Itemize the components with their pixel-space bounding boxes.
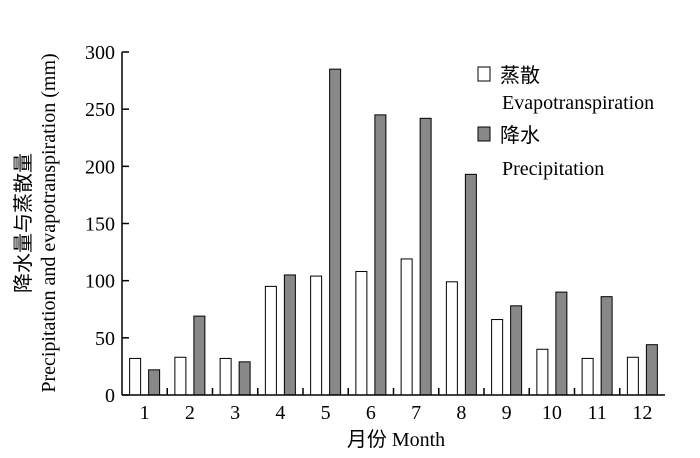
x-tick-label-11: 11	[587, 402, 606, 424]
y-axis: 0 50 100 150 200 250 300	[85, 42, 129, 407]
bar-evapotranspiration-2	[174, 356, 187, 396]
bar-evapotranspiration-5	[310, 275, 323, 396]
legend: 蒸散 Evapotranspiration 降水 Precipitation	[477, 64, 654, 180]
bar-precipitation-8	[464, 173, 477, 396]
bar-evapotranspiration-1	[129, 357, 142, 396]
x-tick-label-7: 7	[411, 402, 421, 424]
bar-precipitation-1	[148, 369, 161, 396]
x-tick-label-8: 8	[456, 402, 466, 424]
legend-swatch-evapotranspiration	[477, 66, 491, 82]
bar-precipitation-5	[329, 68, 342, 396]
y-tick-label-150: 150	[85, 214, 115, 236]
x-tick-label-3: 3	[230, 402, 240, 424]
bar-precipitation-9	[510, 305, 523, 396]
y-tick-label-50: 50	[95, 328, 115, 350]
bar-precipitation-2	[193, 315, 206, 396]
plot-area	[129, 68, 658, 396]
y-tick-label-250: 250	[85, 99, 115, 121]
bar-precipitation-7	[419, 117, 432, 396]
bar-evapotranspiration-8	[445, 281, 458, 396]
bar-precipitation-10	[555, 291, 568, 396]
bar-precipitation-4	[283, 274, 296, 396]
x-tick-label-6: 6	[366, 402, 376, 424]
bar-evapotranspiration-12	[626, 356, 639, 396]
bar-evapotranspiration-3	[219, 357, 232, 396]
y-tick-label-300: 300	[85, 42, 115, 64]
x-tick-label-4: 4	[275, 402, 285, 424]
bar-evapotranspiration-4	[264, 285, 277, 396]
y-tick-label-100: 100	[85, 271, 115, 293]
legend-label-evapotranspiration-en: Evapotranspiration	[502, 92, 654, 114]
legend-label-evapotranspiration-zh: 蒸散	[500, 64, 540, 87]
x-tick-label-5: 5	[321, 402, 331, 424]
legend-swatch-precipitation	[477, 126, 491, 142]
x-tick-label-1: 1	[140, 402, 150, 424]
bar-evapotranspiration-7	[400, 258, 413, 396]
x-tick-label-2: 2	[185, 402, 195, 424]
y-axis-label-en: Precipitation and evapotranspiration (mm…	[38, 53, 60, 392]
x-axis: 1 2 3 4 5 6 7 8 9 10 11 12	[122, 388, 665, 424]
bar-evapotranspiration-9	[491, 319, 504, 396]
bar-precipitation-12	[645, 344, 658, 396]
y-axis-label-zh: 降水量与蒸散量	[12, 153, 35, 293]
x-tick-label-9: 9	[502, 402, 512, 424]
bar-precipitation-3	[238, 361, 251, 396]
legend-label-precipitation-zh: 降水	[500, 124, 540, 147]
bar-evapotranspiration-10	[536, 348, 549, 396]
x-tick-label-10: 10	[542, 402, 562, 424]
bar-evapotranspiration-6	[355, 271, 368, 396]
bar-precipitation-11	[600, 296, 613, 396]
legend-label-precipitation-en: Precipitation	[502, 158, 604, 180]
y-tick-label-0: 0	[105, 385, 115, 407]
bar-precipitation-6	[374, 114, 387, 396]
y-tick-label-200: 200	[85, 156, 115, 178]
x-axis-label: 月份 Month	[347, 428, 445, 451]
x-tick-label-12: 12	[632, 402, 652, 424]
bar-evapotranspiration-11	[581, 357, 594, 396]
